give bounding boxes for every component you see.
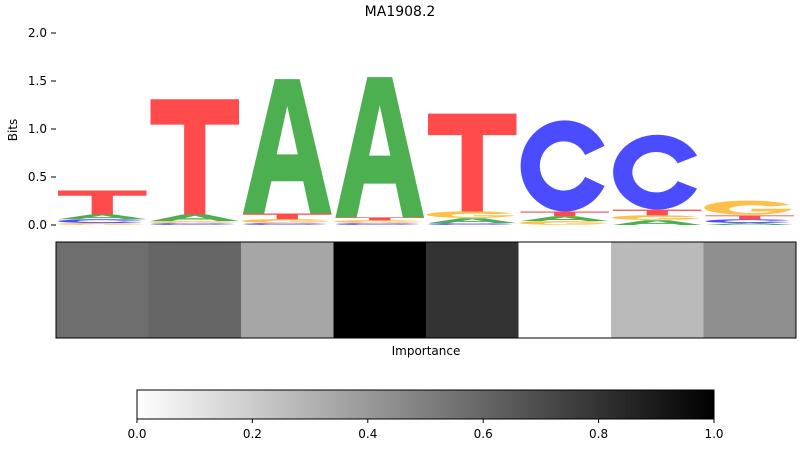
- importance-panel: Importance: [55, 241, 797, 358]
- logo-letter-G: [149, 221, 238, 224]
- logo-letter-C: [705, 219, 790, 224]
- logo-letter-C: [150, 223, 235, 225]
- logo-letter-T: [705, 215, 794, 220]
- logo-letter-G: [519, 221, 608, 225]
- logo-letter-T: [58, 190, 147, 215]
- logo-letter-C: [335, 223, 420, 225]
- importance-cell: [518, 242, 612, 338]
- logo-letter-T: [335, 217, 424, 221]
- importance-cell: [241, 242, 334, 338]
- importance-cell: [56, 242, 149, 338]
- logo-y-axis-label: Bits: [6, 119, 20, 142]
- logo-letter-T: [150, 99, 239, 215]
- colorbar-tick-label: 1.0: [704, 427, 723, 441]
- importance-cell: [426, 242, 519, 338]
- importance-frame: [55, 241, 797, 339]
- colorbar-tick-label: 0.8: [589, 427, 608, 441]
- logo-letters: [56, 77, 794, 225]
- logo-y-tick-label: 0.5: [28, 170, 47, 184]
- logo-letter-A: [613, 220, 702, 225]
- logo-y-tick-label: 2.0: [28, 26, 47, 40]
- colorbar-gradient: [136, 389, 715, 420]
- logo-y-tick-label: 1.5: [28, 74, 47, 88]
- importance-cell: [703, 242, 797, 338]
- colorbar-tick-label: 0.0: [127, 427, 146, 441]
- importance-x-axis-label: Importance: [392, 344, 461, 358]
- logo-letter-A: [243, 79, 332, 214]
- importance-cell: [333, 242, 427, 338]
- logo-letter-A: [428, 218, 517, 224]
- logo-letter-A: [705, 223, 794, 225]
- logo-y-axis: 0.0 0.5 1.0 1.5 2.0: [28, 26, 56, 232]
- logo-letter-G: [611, 215, 700, 221]
- importance-cells: [56, 242, 797, 338]
- importance-cell: [611, 242, 704, 338]
- logo-letter-G: [426, 211, 515, 219]
- logo-letter-A: [520, 216, 609, 222]
- colorbar-tick-label: 0.2: [243, 427, 262, 441]
- logo-letter-C: [243, 223, 328, 225]
- logo-letter-G: [334, 220, 423, 223]
- logo-title: MA1908.2: [365, 4, 436, 20]
- logo-letter-C: [613, 134, 698, 210]
- logo-letter-A: [150, 214, 239, 222]
- logo-letter-T: [520, 211, 609, 217]
- logo-letter-T: [243, 213, 332, 220]
- logo-panel: MA1908.2 Bits 0.0 0.5 1.0 1.5 2.0: [6, 4, 794, 232]
- logo-letter-G: [241, 219, 330, 223]
- logo-letter-A: [58, 214, 147, 220]
- logo-letter-T: [613, 209, 702, 216]
- logo-letter-C: [428, 223, 513, 225]
- importance-cell: [148, 242, 242, 338]
- colorbar-tick-label: 0.6: [474, 427, 493, 441]
- colorbar-tick-label: 0.4: [358, 427, 377, 441]
- logo-y-tick-label: 0.0: [28, 218, 47, 232]
- logo-letter-G: [56, 223, 145, 225]
- logo-letter-A: [335, 77, 424, 218]
- logo-y-tick-label: 1.0: [28, 122, 47, 136]
- logo-letter-C: [520, 120, 605, 212]
- logo-letter-G: [704, 200, 793, 215]
- logo-letter-T: [428, 113, 517, 212]
- logo-letter-C: [58, 219, 143, 224]
- colorbar: 0.0 0.2 0.4 0.6 0.8 1.0: [127, 389, 724, 441]
- colorbar-ticks: 0.0 0.2 0.4 0.6 0.8 1.0: [127, 419, 724, 441]
